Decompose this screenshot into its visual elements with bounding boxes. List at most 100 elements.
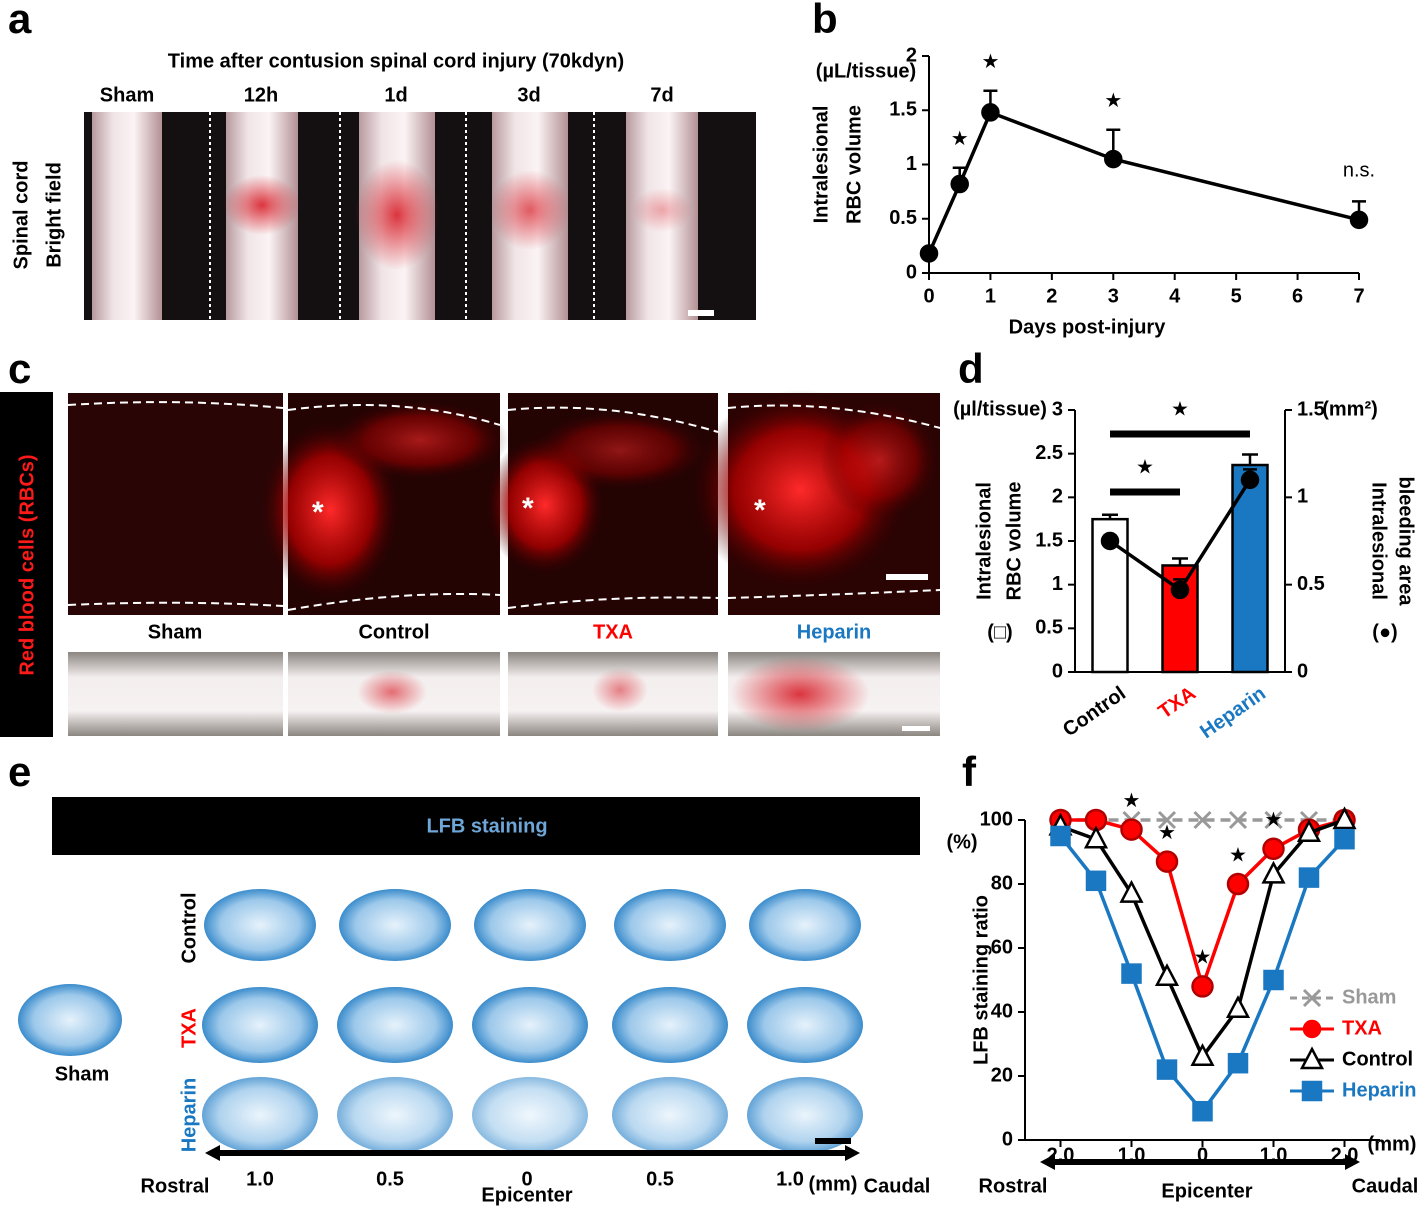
y-tick-label: 2.5 [1035, 442, 1063, 464]
axis-label: 0.5 [376, 1168, 404, 1190]
marker [1302, 1019, 1322, 1039]
point-label: n.s. [1343, 160, 1375, 182]
marker [1119, 879, 1144, 903]
axis-center: Epicenter [481, 1184, 572, 1206]
legend-label: Sham [1342, 986, 1396, 1008]
cord-strips [68, 652, 940, 736]
legend-label: TXA [1342, 1017, 1382, 1039]
svg-text:*: * [312, 496, 324, 529]
marker [1299, 1046, 1325, 1070]
y2-tick-label: 0.5 [1297, 573, 1325, 595]
axis-start: Rostral [141, 1175, 210, 1197]
axis-title: RBC volume [1003, 482, 1025, 601]
y2-tick-label: 1 [1297, 486, 1308, 508]
marker [1191, 975, 1214, 998]
panel-letter: d [958, 345, 984, 392]
panel-letter: e [8, 748, 31, 795]
marker [1302, 988, 1322, 1008]
rbc-images: * * * [67, 390, 941, 615]
bright-field-image [84, 112, 756, 320]
marker [1154, 963, 1180, 987]
panel-letter: b [812, 0, 838, 42]
point-label: ★ [1123, 790, 1141, 812]
marker [1193, 810, 1212, 830]
marker [1227, 1052, 1249, 1074]
x-tick-label: 4 [1169, 285, 1181, 307]
line [1059, 818, 1346, 1061]
column-label: Sham [148, 621, 202, 643]
y-tick-label: 1 [1052, 573, 1063, 595]
marker [1100, 531, 1120, 551]
marker [1264, 810, 1283, 830]
marker [1298, 867, 1320, 888]
y-tick-label: 0 [1052, 660, 1063, 682]
marker [1334, 828, 1355, 850]
panel-title: Time after contusion spinal cord injury … [168, 50, 624, 72]
row-label: Control [178, 892, 200, 963]
x-label: Days post-injury [1009, 316, 1167, 338]
line [927, 110, 1360, 255]
x-start: Rostral [979, 1175, 1048, 1197]
marker [1225, 995, 1251, 1019]
marker [1240, 470, 1260, 490]
axis-title: Intralesional [810, 106, 832, 224]
marker [1121, 963, 1142, 984]
point-label: ★ [1158, 822, 1176, 844]
marker [919, 244, 939, 263]
y2-symbol: (●) [1372, 621, 1397, 643]
marker [1190, 1043, 1215, 1067]
legend-label: Heparin [1342, 1079, 1416, 1101]
axis-title: RBC volume [843, 105, 865, 224]
row-label: Red blood cells (RBCs) [16, 454, 38, 675]
axis-end: Caudal [864, 1175, 931, 1197]
y-unit: (%) [946, 831, 977, 853]
x-tick-label: 2 [1046, 285, 1057, 307]
axis-arrow-head [1345, 1154, 1360, 1170]
y-unit: (µl/tissue) [953, 398, 1047, 420]
marker [1332, 806, 1357, 830]
svg-text:*: * [522, 492, 534, 525]
marker [1263, 969, 1284, 991]
x-tick-label: 0 [923, 285, 934, 307]
point-label: ★ [951, 128, 969, 150]
y-tick-label: 3 [1052, 398, 1063, 420]
y-tick-label: 0.5 [1035, 617, 1063, 639]
axis-label: 1.0 [776, 1168, 804, 1190]
y-tick-label: 1.5 [889, 99, 917, 121]
significance-label: ★ [1136, 456, 1154, 478]
marker [1085, 870, 1107, 892]
row-label: Heparin [178, 1078, 200, 1152]
y-symbol: (□) [987, 621, 1012, 643]
y-tick-label: 40 [991, 1000, 1013, 1022]
marker [981, 103, 1000, 122]
marker [1155, 850, 1179, 873]
reference-label: Sham [55, 1063, 109, 1085]
y-tick-label: 60 [991, 936, 1013, 958]
banner-text: LFB staining [426, 815, 547, 837]
column-label: 1d [384, 84, 407, 106]
point-label: ★ [981, 51, 999, 73]
x-tick-label: Control [1059, 682, 1130, 741]
marker [1050, 825, 1071, 847]
axis-label: 0 [521, 1168, 532, 1190]
column-label: 3d [517, 84, 540, 106]
marker [1157, 810, 1177, 830]
marker [1170, 580, 1190, 600]
y-tick-label: 100 [980, 808, 1013, 830]
marker [1083, 825, 1109, 849]
x-tick-label: 0 [1197, 1144, 1208, 1166]
banner [52, 797, 920, 855]
x-tick-label: 5 [1231, 285, 1242, 307]
column-label: Control [358, 621, 429, 643]
y-tick-label: 80 [991, 872, 1013, 894]
point-label: ★ [1194, 947, 1212, 969]
marker [1301, 1080, 1323, 1102]
y2-tick-label: 0 [1297, 660, 1308, 682]
x-center: Epicenter [1161, 1180, 1252, 1202]
column-label: 12h [244, 84, 278, 106]
marker [1156, 1059, 1178, 1080]
point-label: ★ [1104, 90, 1122, 112]
row-label: Bright field [43, 162, 65, 268]
x-tick-label: TXA [1155, 682, 1200, 723]
